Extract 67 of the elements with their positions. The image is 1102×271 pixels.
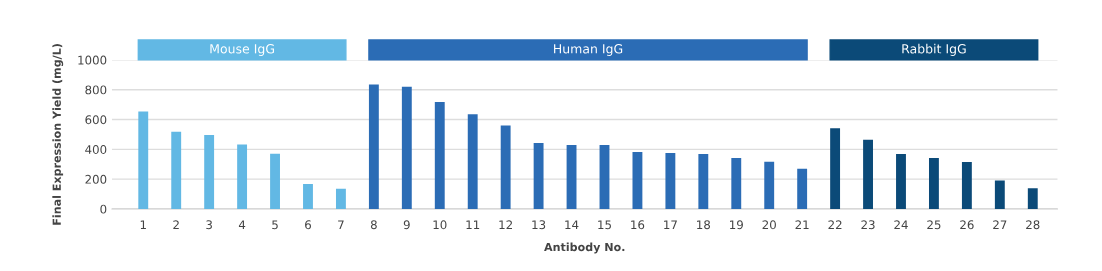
bar (237, 144, 248, 209)
x-tick-label: 22 (828, 220, 842, 230)
y-tick-label: 0 (100, 204, 107, 214)
bar (270, 153, 280, 209)
x-tick-label: 16 (631, 220, 645, 230)
bar (928, 157, 939, 209)
y-axis-title: Final Expression Yield (mg/L) (52, 44, 64, 225)
text: Mouse IgG (210, 44, 274, 56)
bar (797, 168, 808, 209)
bar (303, 184, 313, 209)
bar (599, 145, 610, 209)
x-tick-label: 13 (532, 220, 546, 230)
x-tick-label: 24 (894, 220, 908, 230)
bar (533, 143, 544, 209)
bar (731, 157, 742, 209)
y-tick-label: 800 (85, 85, 107, 95)
bar (204, 135, 215, 209)
x-tick-label: 28 (1026, 220, 1040, 230)
bar (368, 84, 379, 209)
x-tick-label: 1 (140, 220, 146, 230)
bar (566, 145, 577, 209)
text: Human IgG (554, 44, 623, 56)
x-tick-label: 15 (598, 220, 611, 230)
bar (138, 111, 149, 209)
x-tick-label: 17 (664, 220, 677, 230)
x-tick-label: 14 (565, 220, 579, 230)
x-axis-title: Antibody No. (544, 242, 625, 254)
x-tick-label: 19 (730, 220, 743, 230)
bar (401, 86, 412, 209)
text: Rabbit IgG (902, 43, 966, 56)
bar (665, 153, 676, 209)
y-tick-label: 400 (85, 145, 107, 154)
x-tick-label: 10 (433, 220, 447, 230)
bar (896, 154, 906, 209)
bar (764, 161, 775, 209)
x-tick-label: 5 (272, 220, 278, 230)
x-tick-label: 27 (993, 220, 1007, 230)
x-tick-label: 6 (305, 220, 311, 230)
bar (500, 125, 511, 209)
x-tick-label: 3 (206, 220, 212, 230)
bar (434, 102, 445, 209)
bar (171, 131, 182, 209)
bar (335, 188, 346, 209)
bar (863, 139, 873, 209)
x-tick-label: 25 (927, 220, 941, 230)
x-tick-label: 11 (466, 220, 480, 230)
y-tick-label: 600 (85, 115, 107, 125)
x-tick-label: 21 (795, 220, 809, 230)
x-tick-label: 4 (238, 220, 246, 230)
y-tick-label: 1000 (78, 55, 107, 65)
bar (830, 128, 841, 209)
x-tick-label: 7 (338, 220, 344, 230)
x-tick-label: 23 (861, 220, 875, 230)
bar (467, 114, 478, 209)
bar (961, 161, 972, 209)
bar (632, 152, 643, 209)
x-tick-label: 12 (499, 220, 512, 230)
x-tick-label: 2 (173, 220, 179, 230)
y-tick-label: 200 (85, 174, 107, 184)
x-tick-label: 20 (762, 220, 776, 230)
x-tick-label: 9 (403, 220, 410, 230)
bar (994, 180, 1005, 209)
x-tick-label: 26 (960, 220, 974, 230)
bar (1027, 188, 1038, 209)
x-tick-label: 18 (697, 220, 711, 230)
bar (698, 154, 709, 209)
x-tick-label: 8 (370, 220, 377, 230)
